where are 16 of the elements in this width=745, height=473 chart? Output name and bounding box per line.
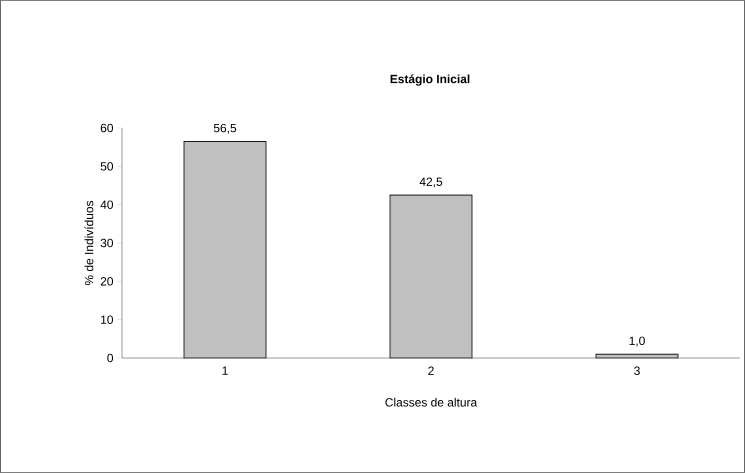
data-label: 1,0: [630, 336, 645, 346]
x-axis-title: Classes de altura: [385, 398, 478, 407]
data-label: 56,5: [214, 124, 236, 134]
y-tick-label: 30: [100, 238, 114, 248]
data-label: 42,5: [420, 177, 442, 188]
y-axis-title: % de Indivíduos: [84, 200, 94, 286]
y-tick-label: 0: [107, 354, 114, 362]
y-tick-label: 10: [101, 315, 114, 324]
x-tick-label: 1: [222, 366, 228, 375]
y-tick-label: 50: [100, 162, 114, 171]
y-tick-label: 60: [100, 124, 114, 132]
chart-title: Estágio Inicial: [390, 74, 470, 86]
x-tick-label: 3: [634, 366, 640, 375]
x-tick-label: 2: [428, 366, 434, 375]
y-tick-label: 40: [100, 200, 114, 209]
y-tick-label: 20: [100, 277, 114, 286]
